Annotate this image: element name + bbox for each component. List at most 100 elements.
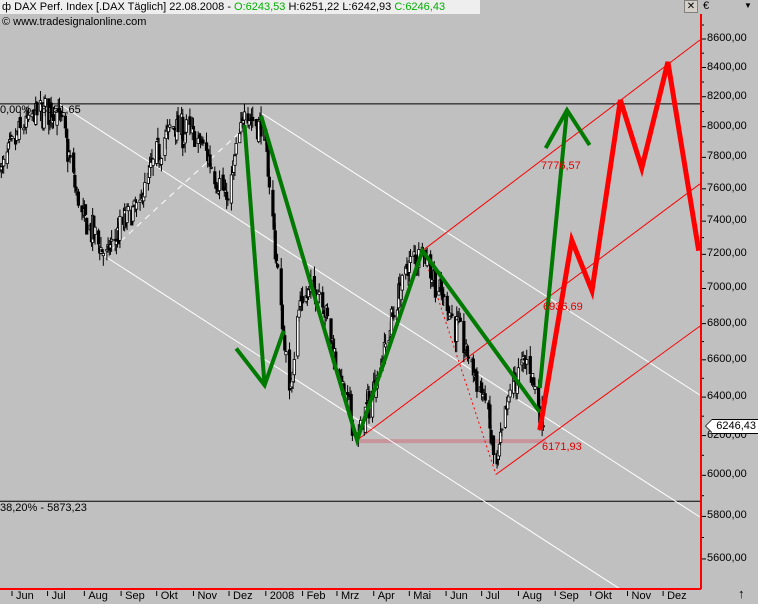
candle-body [134,202,139,210]
candle-body [83,204,88,215]
y-tick-label: 8000,00 [707,119,747,132]
candle-body [2,158,6,167]
candle-body [100,249,104,253]
candle-body [296,315,300,357]
candle-body [201,139,205,144]
close-icon[interactable]: ✕ [684,0,698,13]
candle-body [184,119,188,133]
candle-body [18,116,22,129]
candle-body [193,131,197,148]
candlestick-icon: ф [2,1,12,13]
candle-body [525,359,529,365]
y-tick-label: 6800,00 [707,316,747,329]
candle-body [242,111,247,121]
candle-body [5,151,9,165]
candle-body [497,443,502,457]
y-tick-label: 5600,00 [707,551,747,564]
x-tick-label: Nov [197,590,218,602]
candle-body [532,377,536,386]
candle-body [101,253,105,257]
candle-body [408,256,413,263]
high-value: H:6251,22 [288,1,340,13]
candle-body [267,176,271,188]
candle-body [480,382,484,393]
x-tick-label: Jun [16,590,34,602]
header-title: DAX Perf. Index [.DAX Täglich] 22.08.200… [14,1,231,13]
y-tick-label: 6000,00 [707,468,747,481]
candle-body [156,137,160,141]
last-price-marker: 6246,43 [705,419,758,434]
candle-body [488,404,492,429]
candle-body [437,291,441,296]
y-tick-label: 6400,00 [707,390,747,403]
candle-body [176,115,180,133]
candle-body [238,132,242,144]
arrow-up-icon[interactable]: ↑ [738,586,745,601]
candle-body [191,126,196,130]
candle-body [51,114,56,122]
candle-body [274,253,279,262]
x-tick-label: Jul [51,590,66,602]
candle-body [208,154,212,167]
candle-body [151,158,155,166]
candle-body [455,316,459,342]
candle-body [68,155,72,158]
candle-body [35,102,39,116]
candle-body [272,213,276,230]
up-channel-line [495,325,700,475]
x-tick-label: Nov [631,590,652,602]
candle-body [499,431,503,443]
close-value: C:6246,43 [394,1,446,13]
currency-label: € [703,0,710,12]
green-forecast-line [537,109,569,389]
candle-body [74,186,78,191]
channel-label-lower: 6171,93 [542,441,582,453]
candle-body [143,182,147,198]
x-tick-label: Sep [559,590,579,602]
x-tick-label: Dez [667,590,687,602]
x-tick-label: Sep [125,590,145,602]
candle-body [59,110,63,115]
dashed-trend-line [104,112,262,257]
y-tick-label: 6600,00 [707,352,747,365]
candle-body [284,351,288,356]
candle-body [321,292,325,308]
plot-area [0,39,700,589]
candle-body [450,313,454,317]
red-forecast-line [537,61,700,431]
x-tick-label: Jun [450,590,468,602]
y-tick-label: 7400,00 [707,214,747,227]
candle-body [400,274,404,291]
candle-body [392,315,396,318]
candle-body [475,371,479,392]
candle-body [276,264,280,268]
green-forecast-line [543,106,592,150]
candle-body [234,142,238,155]
candle-body [93,226,97,235]
x-tick-label: Aug [522,590,542,602]
candle-body [458,317,462,322]
candle-body [168,124,172,128]
candle-body [531,373,535,378]
candle-body [491,435,496,456]
candle-body [433,270,438,298]
x-tick-label: Jul [485,590,500,602]
candle-body [279,268,283,306]
x-tick-label: Mai [413,590,432,602]
candle-body [27,114,31,120]
candle-body [131,206,135,222]
candle-body [500,428,504,431]
open-value: O:6243,53 [234,1,286,13]
triangle-down-icon[interactable]: ▼ [744,1,752,10]
channel-label-middle: 6936,69 [543,301,583,313]
candle-body [43,98,47,107]
candle-body [85,217,89,235]
candle-body [159,158,164,165]
candle-body [292,359,296,376]
candle-body [233,155,237,166]
candle-body [226,198,230,201]
copyright: © www.tradesignalonline.com [2,16,147,28]
candle-body [533,386,537,390]
green-forecast-line [242,124,267,386]
